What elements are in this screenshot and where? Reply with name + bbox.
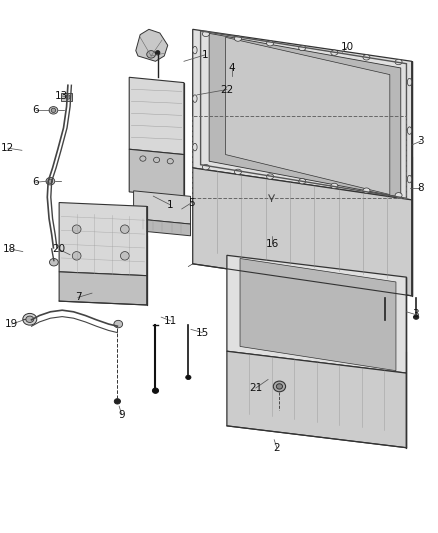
Ellipse shape — [395, 192, 402, 198]
Ellipse shape — [407, 127, 412, 134]
Ellipse shape — [120, 225, 129, 233]
Ellipse shape — [49, 259, 58, 266]
Ellipse shape — [413, 315, 419, 319]
Polygon shape — [227, 255, 406, 373]
Ellipse shape — [407, 78, 412, 86]
Ellipse shape — [299, 45, 306, 51]
Text: 11: 11 — [164, 316, 177, 326]
Ellipse shape — [383, 318, 388, 322]
Text: 10: 10 — [341, 42, 354, 52]
Ellipse shape — [193, 143, 197, 151]
Polygon shape — [129, 77, 184, 155]
Ellipse shape — [114, 320, 123, 328]
Ellipse shape — [267, 174, 274, 179]
Polygon shape — [193, 29, 412, 200]
Text: 3: 3 — [417, 136, 424, 146]
Ellipse shape — [167, 159, 173, 164]
Ellipse shape — [395, 59, 402, 64]
Ellipse shape — [267, 41, 274, 46]
Text: 22: 22 — [220, 85, 233, 94]
Ellipse shape — [407, 175, 412, 183]
Text: 13: 13 — [55, 91, 68, 101]
Text: 18: 18 — [3, 244, 16, 254]
Text: 7: 7 — [74, 293, 81, 302]
Ellipse shape — [23, 313, 37, 325]
Text: 1: 1 — [166, 200, 173, 209]
Text: 8: 8 — [417, 183, 424, 192]
Text: 12: 12 — [1, 143, 14, 153]
Ellipse shape — [120, 252, 129, 260]
Polygon shape — [134, 191, 191, 224]
Ellipse shape — [186, 375, 191, 379]
Ellipse shape — [114, 399, 120, 404]
Ellipse shape — [202, 31, 209, 37]
Ellipse shape — [147, 51, 155, 58]
Ellipse shape — [276, 384, 283, 389]
Ellipse shape — [72, 252, 81, 260]
Ellipse shape — [155, 51, 160, 55]
Ellipse shape — [51, 108, 56, 112]
Polygon shape — [227, 351, 406, 448]
Text: 2: 2 — [273, 443, 280, 453]
Ellipse shape — [140, 156, 146, 161]
Ellipse shape — [273, 381, 286, 392]
Text: 4: 4 — [229, 63, 236, 72]
Ellipse shape — [234, 169, 241, 174]
Ellipse shape — [49, 107, 58, 114]
Bar — [61, 93, 72, 101]
Polygon shape — [129, 149, 184, 197]
Ellipse shape — [193, 95, 197, 102]
Ellipse shape — [193, 46, 197, 54]
Ellipse shape — [48, 179, 53, 183]
Bar — [192, 116, 406, 198]
Polygon shape — [226, 37, 390, 195]
Ellipse shape — [153, 157, 159, 163]
Polygon shape — [134, 219, 191, 236]
Text: 3: 3 — [412, 310, 419, 319]
Ellipse shape — [152, 388, 159, 393]
Polygon shape — [209, 33, 401, 197]
Polygon shape — [59, 203, 147, 276]
Text: 21: 21 — [249, 383, 262, 393]
Ellipse shape — [363, 188, 370, 193]
Text: 1: 1 — [201, 50, 208, 60]
Text: 20: 20 — [53, 245, 66, 254]
Text: 5: 5 — [188, 198, 195, 207]
Ellipse shape — [66, 95, 70, 99]
Polygon shape — [240, 259, 396, 371]
Text: 6: 6 — [32, 106, 39, 115]
Polygon shape — [59, 272, 147, 305]
Ellipse shape — [234, 36, 241, 41]
Ellipse shape — [72, 225, 81, 233]
Ellipse shape — [26, 316, 34, 322]
Text: 6: 6 — [32, 177, 39, 187]
Polygon shape — [136, 29, 168, 61]
Text: 15: 15 — [196, 328, 209, 337]
Ellipse shape — [202, 165, 209, 170]
Text: 9: 9 — [118, 410, 125, 419]
Ellipse shape — [331, 183, 338, 189]
Ellipse shape — [46, 177, 55, 185]
Text: 16: 16 — [266, 239, 279, 248]
Polygon shape — [193, 168, 412, 296]
Ellipse shape — [363, 55, 370, 60]
Text: 19: 19 — [5, 319, 18, 329]
Ellipse shape — [299, 179, 306, 184]
Ellipse shape — [331, 50, 338, 55]
